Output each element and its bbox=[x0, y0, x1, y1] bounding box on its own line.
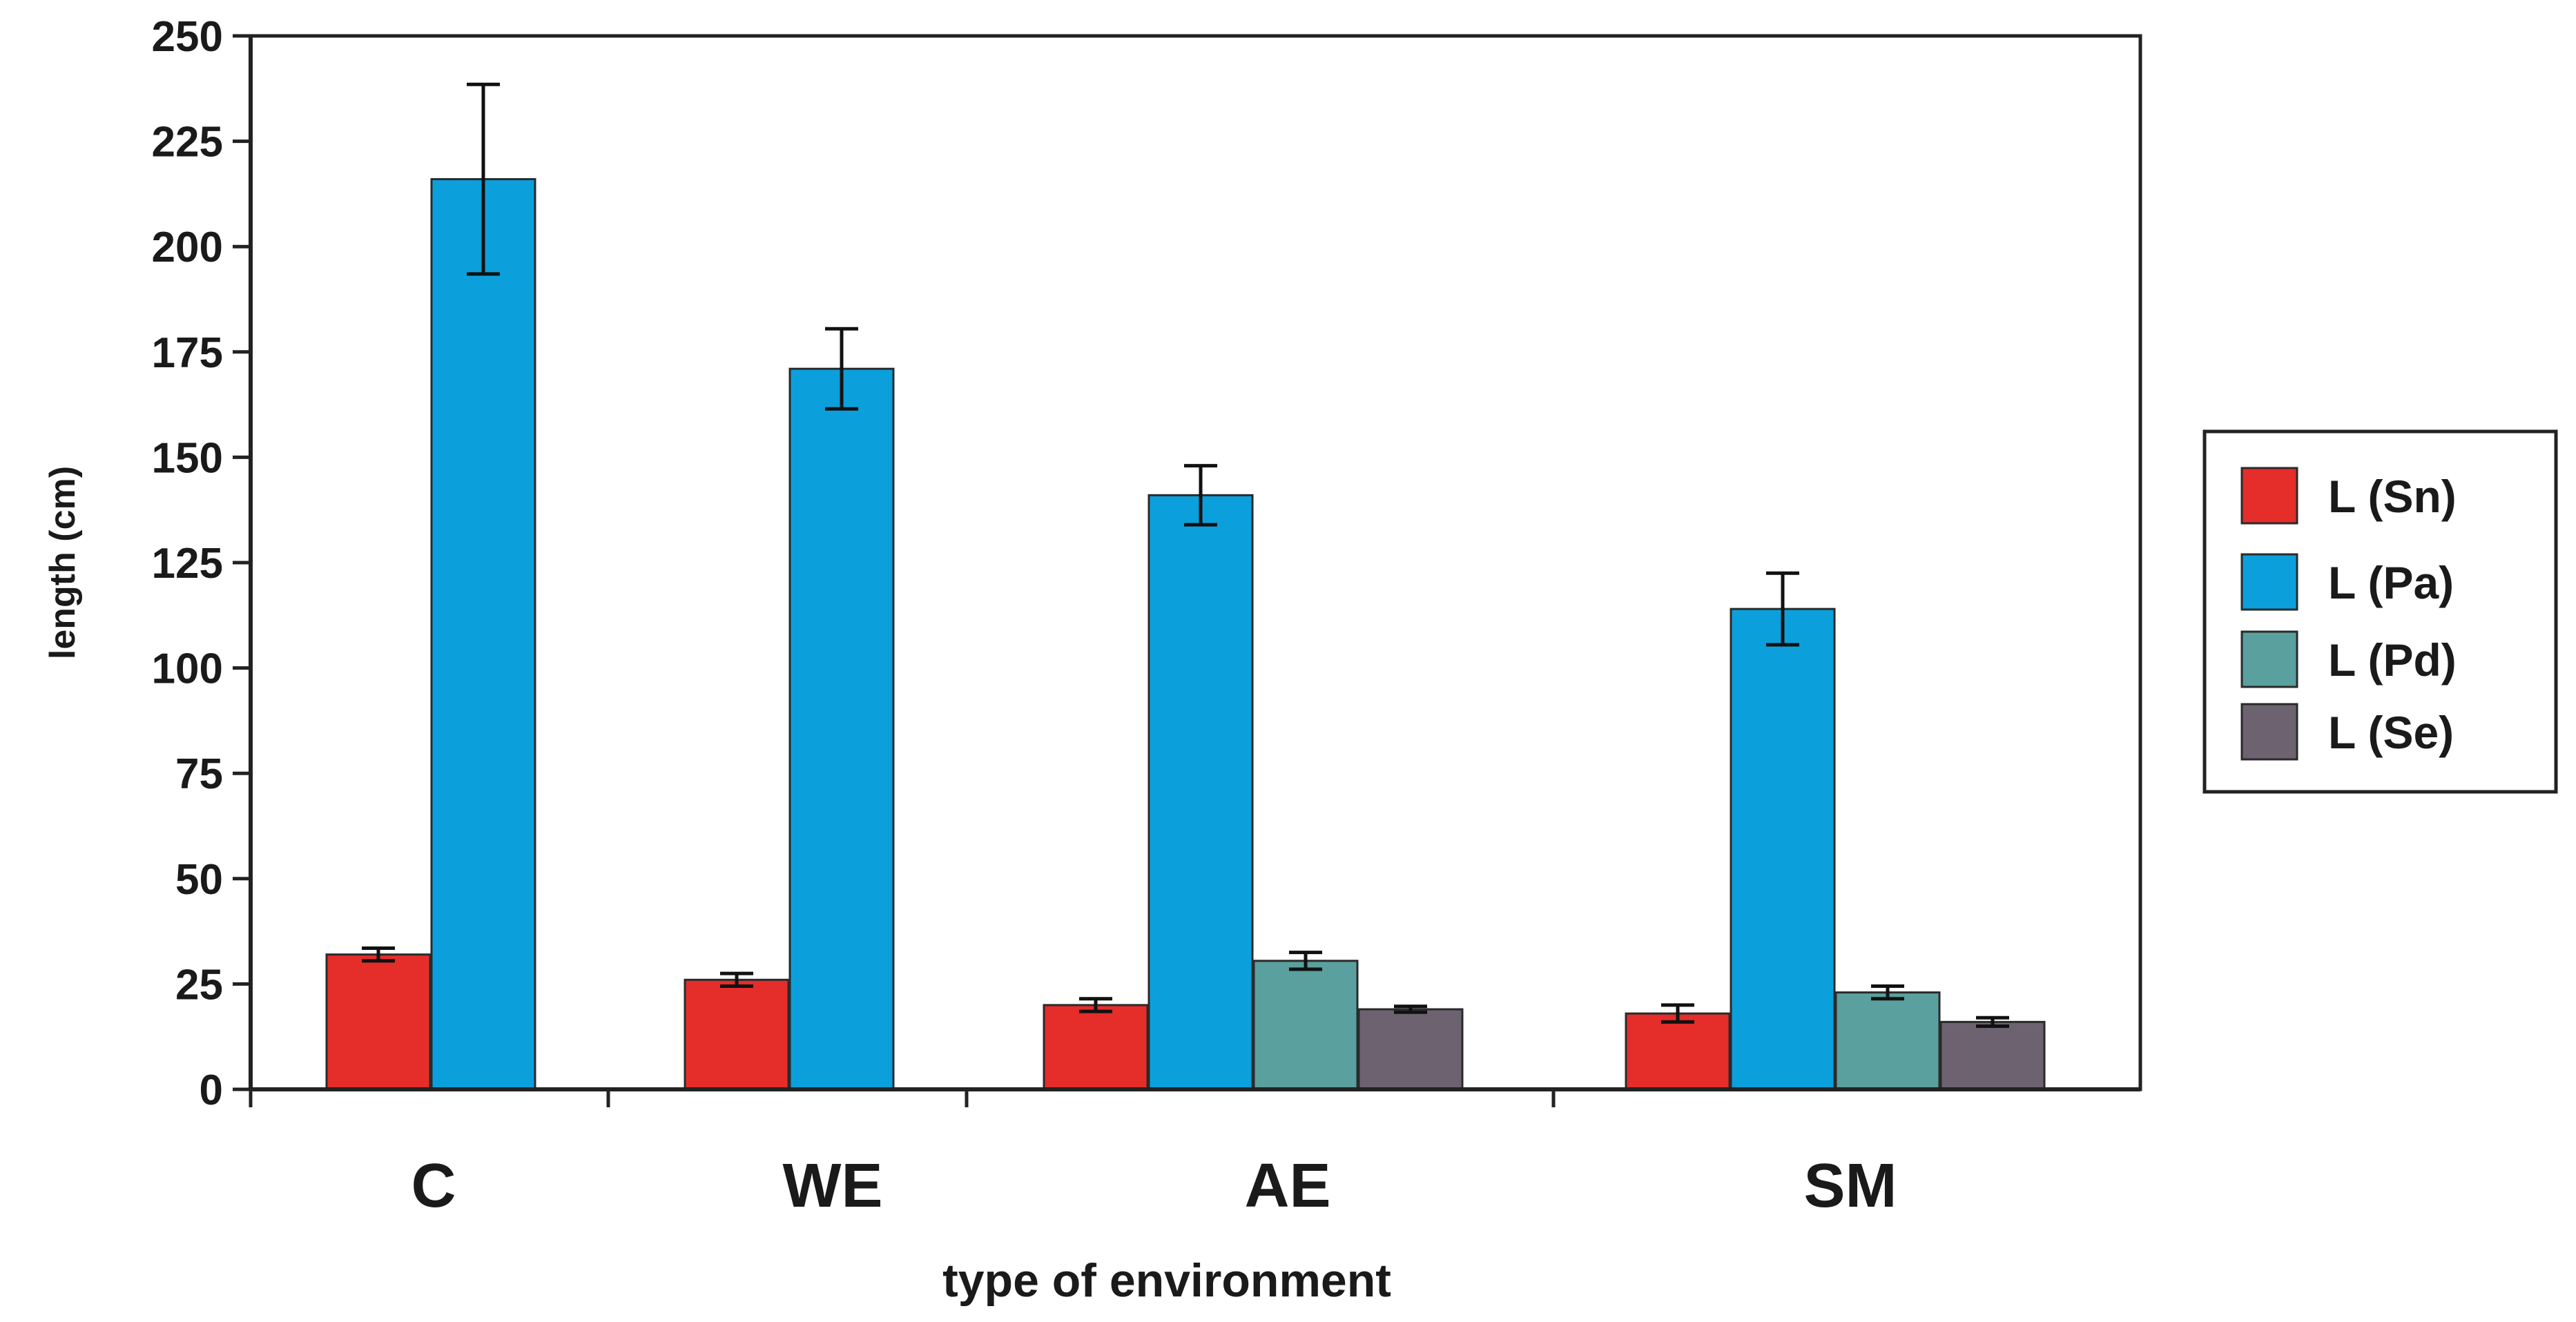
bar-ae-lpa bbox=[1147, 494, 1254, 1091]
legend-item-lse: L (Se) bbox=[2240, 703, 2454, 761]
bar-we-lpa bbox=[788, 367, 895, 1091]
legend-label: L (Pd) bbox=[2328, 634, 2457, 686]
category-labels: C WE AE SM bbox=[411, 1151, 1897, 1221]
y-tick-label: 125 bbox=[152, 540, 223, 587]
error-bar-sm-lse bbox=[1976, 1015, 2009, 1028]
y-tick-label: 200 bbox=[152, 224, 223, 271]
bar-sm-lsn bbox=[1625, 1012, 1731, 1091]
legend-swatch bbox=[2240, 703, 2298, 761]
y-axis-title: length (cm) bbox=[43, 466, 83, 659]
error-bar-ae-lsn bbox=[1079, 997, 1112, 1013]
bar-c-lpa bbox=[430, 178, 536, 1091]
y-tick-label: 250 bbox=[152, 13, 223, 61]
y-tick-label: 225 bbox=[152, 119, 223, 166]
error-bar-we-lsn bbox=[720, 971, 753, 988]
y-tick-label: 100 bbox=[152, 645, 223, 693]
bar-sm-lpd bbox=[1834, 991, 1941, 1091]
error-bar-sm-lpa bbox=[1766, 571, 1799, 647]
y-tick-label: 0 bbox=[200, 1067, 223, 1114]
y-tick-label: 75 bbox=[175, 750, 223, 798]
legend-item-lpd: L (Pd) bbox=[2240, 630, 2457, 688]
error-bar-ae-lpd bbox=[1289, 951, 1322, 971]
category-label-we: WE bbox=[783, 1151, 883, 1221]
error-bar-sm-lsn bbox=[1661, 1003, 1694, 1024]
bar-ae-lse bbox=[1357, 1008, 1464, 1091]
legend-swatch bbox=[2240, 630, 2298, 688]
legend-label: L (Pa) bbox=[2328, 557, 2454, 608]
legend-swatch bbox=[2240, 467, 2298, 525]
axes bbox=[233, 34, 2140, 1107]
y-tick-label: 150 bbox=[152, 434, 223, 482]
error-bar-c-lsn bbox=[362, 946, 395, 963]
category-label-c: C bbox=[411, 1151, 456, 1221]
error-bar-sm-lpd bbox=[1871, 984, 1904, 1001]
error-bar-c-lpa bbox=[467, 82, 500, 276]
legend-item-lsn: L (Sn) bbox=[2240, 467, 2457, 525]
bar-ae-lsn bbox=[1043, 1004, 1149, 1091]
x-axis-title: type of environment bbox=[942, 1254, 1391, 1307]
y-tick-label: 175 bbox=[152, 329, 223, 377]
bar-we-lsn bbox=[684, 978, 790, 1091]
error-bar-ae-lpa bbox=[1184, 464, 1217, 527]
bar-c-lsn bbox=[325, 953, 432, 1091]
legend-swatch bbox=[2240, 553, 2298, 611]
error-bar-we-lpa bbox=[825, 327, 858, 411]
legend-label: L (Se) bbox=[2328, 707, 2454, 758]
y-tick-label: 25 bbox=[175, 961, 223, 1009]
bar-ae-lpd bbox=[1252, 960, 1359, 1091]
legend-item-lpa: L (Pa) bbox=[2240, 553, 2454, 611]
category-label-sm: SM bbox=[1804, 1151, 1897, 1221]
bar-sm-lse bbox=[1939, 1020, 2046, 1091]
y-tick-label: 50 bbox=[175, 856, 223, 904]
legend: L (Sn) L (Pa) L (Pd) L (Se) bbox=[2202, 429, 2558, 794]
error-bars bbox=[362, 82, 2009, 1028]
bars bbox=[325, 178, 2046, 1091]
y-tick-labels: 0 25 50 75 100 125 150 175 200 225 250 bbox=[152, 13, 223, 1114]
category-label-ae: AE bbox=[1244, 1151, 1330, 1221]
legend-label: L (Sn) bbox=[2328, 471, 2457, 522]
bar-sm-lpa bbox=[1730, 607, 1836, 1091]
error-bar-ae-lse bbox=[1394, 1004, 1427, 1014]
